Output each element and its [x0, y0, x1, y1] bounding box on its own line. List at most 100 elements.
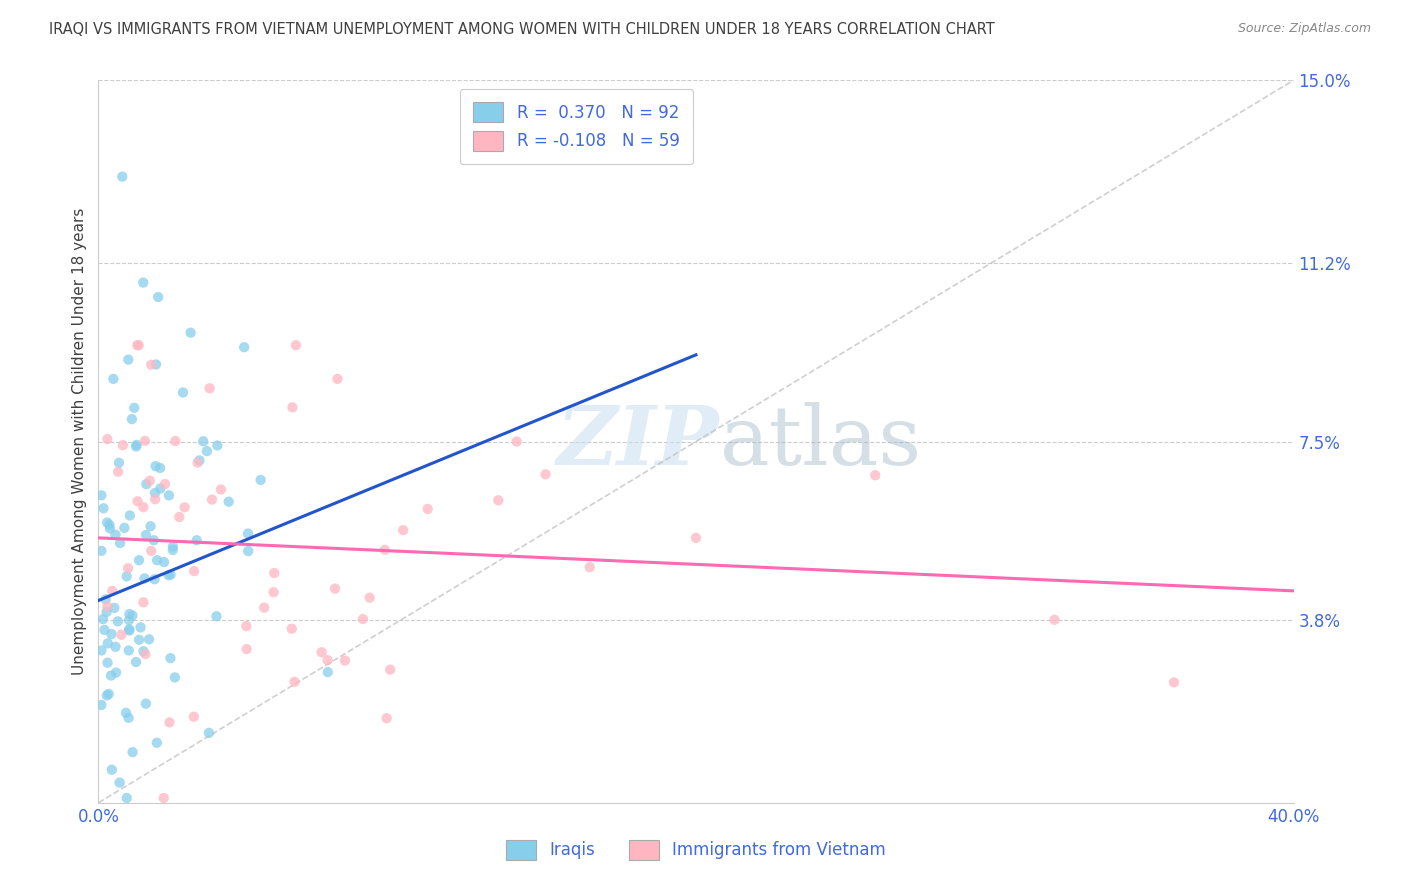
Point — [97, 687, 120, 701]
Point — [134, 647, 156, 661]
Point — [127, 494, 149, 508]
Point — [143, 572, 166, 586]
Point — [141, 358, 163, 372]
Point — [146, 553, 169, 567]
Point — [380, 663, 402, 677]
Point — [103, 601, 125, 615]
Point — [112, 521, 135, 535]
Point — [149, 461, 172, 475]
Point — [121, 608, 143, 623]
Point — [118, 623, 141, 637]
Point — [218, 494, 240, 508]
Point — [101, 763, 124, 777]
Point — [118, 607, 141, 621]
Point — [107, 465, 129, 479]
Point — [149, 482, 172, 496]
Point — [96, 516, 118, 530]
Point — [132, 276, 155, 290]
Point — [193, 434, 215, 449]
Point — [117, 711, 139, 725]
Point — [118, 508, 141, 523]
Point — [392, 523, 415, 537]
Point — [93, 501, 115, 516]
Point — [96, 689, 118, 703]
Point — [90, 643, 112, 657]
Point — [118, 643, 141, 657]
Point — [157, 488, 180, 502]
Point — [249, 473, 271, 487]
Point — [118, 613, 141, 627]
Point — [111, 438, 134, 452]
Point — [108, 775, 131, 789]
Point — [162, 543, 184, 558]
Point — [125, 655, 148, 669]
Point — [1163, 675, 1185, 690]
Point — [188, 453, 211, 467]
Point — [97, 636, 120, 650]
Point — [183, 709, 205, 723]
Point — [165, 434, 187, 448]
Point — [235, 642, 257, 657]
Point — [159, 715, 181, 730]
Text: Source: ZipAtlas.com: Source: ZipAtlas.com — [1237, 22, 1371, 36]
Point — [108, 536, 131, 550]
Point — [263, 566, 285, 580]
Point — [209, 483, 232, 497]
Point — [374, 542, 396, 557]
Point — [98, 521, 121, 535]
Point — [139, 519, 162, 533]
Point — [159, 567, 181, 582]
Point — [90, 488, 112, 502]
Point — [323, 582, 346, 596]
Text: ZIP: ZIP — [557, 401, 720, 482]
Point — [316, 653, 339, 667]
Point — [135, 697, 157, 711]
Point — [207, 438, 229, 452]
Point — [94, 592, 117, 607]
Point — [143, 492, 166, 507]
Point — [326, 372, 349, 386]
Point — [578, 560, 600, 574]
Point — [96, 432, 118, 446]
Point — [141, 544, 163, 558]
Text: IRAQI VS IMMIGRANTS FROM VIETNAM UNEMPLOYMENT AMONG WOMEN WITH CHILDREN UNDER 18: IRAQI VS IMMIGRANTS FROM VIETNAM UNEMPLO… — [49, 22, 995, 37]
Point — [125, 438, 148, 452]
Point — [236, 526, 259, 541]
Point — [195, 444, 218, 458]
Point — [129, 620, 152, 634]
Point — [152, 791, 174, 805]
Point — [135, 528, 157, 542]
Point — [163, 670, 186, 684]
Point — [253, 600, 276, 615]
Point — [186, 533, 208, 548]
Point — [104, 640, 127, 654]
Point — [101, 583, 124, 598]
Point — [416, 502, 439, 516]
Legend: Iraqis, Immigrants from Vietnam: Iraqis, Immigrants from Vietnam — [499, 833, 893, 867]
Point — [233, 340, 256, 354]
Point — [183, 564, 205, 578]
Point — [143, 486, 166, 500]
Point — [115, 706, 138, 720]
Point — [153, 477, 176, 491]
Point — [375, 711, 398, 725]
Point — [333, 654, 356, 668]
Point — [107, 615, 129, 629]
Point — [90, 544, 112, 558]
Y-axis label: Unemployment Among Women with Children Under 18 years: Unemployment Among Women with Children U… — [72, 208, 87, 675]
Point — [172, 385, 194, 400]
Point — [96, 656, 118, 670]
Point — [159, 651, 181, 665]
Point — [118, 624, 141, 638]
Point — [359, 591, 381, 605]
Point — [115, 791, 138, 805]
Point — [103, 372, 125, 386]
Point — [284, 674, 307, 689]
Point — [121, 412, 143, 426]
Point — [187, 456, 209, 470]
Point — [96, 605, 118, 619]
Point — [127, 338, 149, 352]
Point — [685, 531, 707, 545]
Text: atlas: atlas — [720, 401, 922, 482]
Point — [316, 665, 339, 679]
